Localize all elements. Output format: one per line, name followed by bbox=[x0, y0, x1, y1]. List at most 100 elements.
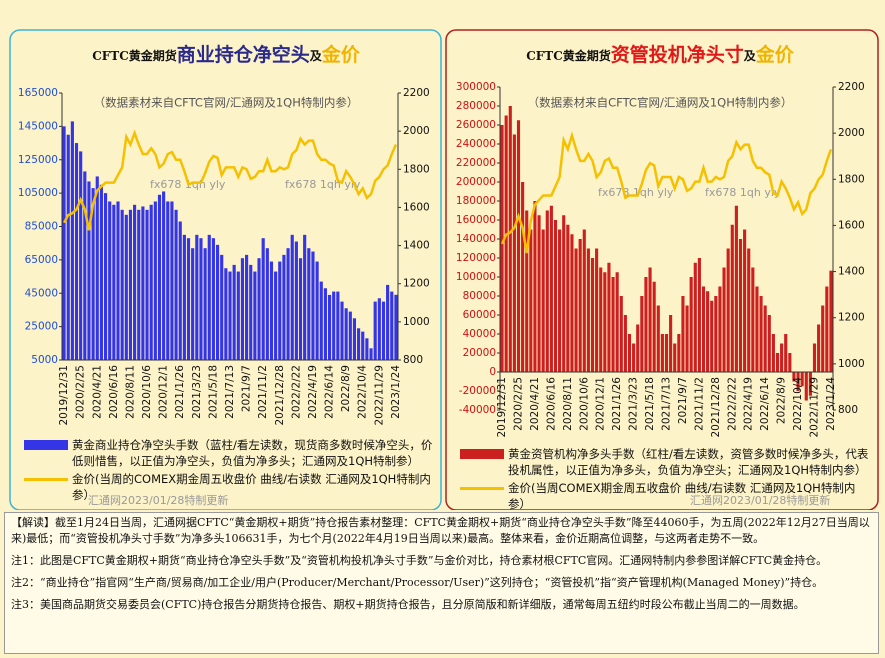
bar bbox=[706, 291, 710, 372]
bar bbox=[253, 271, 257, 360]
bar bbox=[504, 115, 508, 372]
y2-tick-label: 1600 bbox=[403, 201, 430, 213]
bar bbox=[120, 209, 124, 360]
y-tick-label: 120000 bbox=[456, 252, 496, 264]
x-tick-label: 2021/11/2 bbox=[693, 377, 705, 431]
bar bbox=[265, 248, 269, 360]
y-tick-label: 180000 bbox=[456, 195, 496, 207]
bar bbox=[298, 258, 303, 360]
bar bbox=[83, 171, 87, 360]
x-tick-label: 2020/2/25 bbox=[513, 377, 525, 431]
x-tick-label: 2022/6/14 bbox=[324, 365, 336, 419]
x-tick-label: 2023/1/24 bbox=[825, 377, 837, 431]
note: 注1：此图是CFTC黄金期权+期货“商业持仓净空头手数”及“资管机构投机净头寸手… bbox=[11, 554, 828, 567]
bar bbox=[590, 258, 595, 372]
x-tick-label: 2020/6/16 bbox=[545, 377, 557, 431]
bar bbox=[303, 234, 307, 360]
y2-tick-label: 1000 bbox=[838, 358, 865, 370]
bar bbox=[771, 334, 775, 372]
y2-tick-label: 2000 bbox=[838, 127, 865, 139]
bar bbox=[648, 267, 652, 372]
x-tick-label: 2020/12/1 bbox=[158, 365, 170, 419]
bar bbox=[644, 277, 648, 372]
bar bbox=[79, 151, 83, 360]
footer: 汇通网2023/01/28特制更新 bbox=[88, 493, 228, 507]
x-tick-label: 2022/2/22 bbox=[726, 377, 738, 431]
bar bbox=[220, 254, 224, 360]
bar bbox=[340, 301, 344, 360]
bar bbox=[775, 353, 780, 372]
y2-tick-label: 1200 bbox=[403, 278, 430, 290]
title-part: 金价 bbox=[755, 43, 795, 66]
x-tick-label: 2021/1/26 bbox=[611, 377, 623, 431]
legend-label: 黄金商业持仓净空头手数（蓝柱/看左读数，现货商多数时候净空头，价低则惜售，以正值… bbox=[72, 438, 433, 468]
bar bbox=[607, 262, 611, 372]
bar bbox=[718, 286, 722, 372]
bar bbox=[377, 298, 381, 360]
x-tick-label: 2020/8/11 bbox=[124, 365, 136, 419]
y-tick-label: -40000 bbox=[459, 404, 496, 416]
bar bbox=[529, 229, 533, 372]
bar bbox=[186, 238, 191, 360]
bar bbox=[541, 229, 545, 372]
bar bbox=[323, 288, 327, 360]
bar bbox=[103, 193, 108, 360]
y-tick-label: 105000 bbox=[18, 187, 58, 199]
bar bbox=[677, 334, 681, 372]
bar bbox=[319, 281, 323, 360]
bar bbox=[714, 296, 718, 372]
bar bbox=[290, 234, 294, 360]
y2-tick-label: 2200 bbox=[838, 81, 865, 93]
x-tick-label: 2021/3/23 bbox=[191, 365, 203, 419]
bar bbox=[796, 372, 800, 391]
y-tick-label: 25000 bbox=[25, 321, 58, 333]
y2-tick-label: 800 bbox=[838, 404, 858, 416]
bar bbox=[570, 234, 574, 372]
subtitle: （数据素材来自CFTC官网/汇通网及1QH特制内参） bbox=[528, 96, 793, 110]
title-part: 金价 bbox=[321, 43, 361, 66]
x-tick-label: 2021/7/13 bbox=[661, 377, 673, 431]
bar bbox=[249, 264, 253, 360]
x-tick-label: 2022/10/4 bbox=[792, 377, 804, 431]
bar bbox=[294, 241, 298, 360]
x-tick-label: 2020/10/6 bbox=[578, 377, 590, 431]
bar bbox=[207, 234, 211, 360]
bar bbox=[632, 343, 636, 372]
x-tick-label: 2020/2/25 bbox=[75, 365, 87, 419]
bar bbox=[652, 281, 656, 372]
bar bbox=[336, 291, 340, 360]
x-tick-label: 2022/8/9 bbox=[776, 377, 788, 424]
y2-tick-label: 1200 bbox=[838, 312, 865, 324]
bar bbox=[726, 248, 730, 372]
y2-tick-label: 1600 bbox=[838, 219, 865, 231]
bar bbox=[582, 229, 586, 372]
x-tick-label: 2021/3/23 bbox=[628, 377, 640, 431]
chart-title: CFTC黄金期货资管投机净头寸及金价 bbox=[526, 43, 795, 66]
watermark: fx678 1qh yly bbox=[285, 178, 361, 191]
bar bbox=[128, 209, 133, 360]
bar bbox=[274, 271, 278, 360]
bar bbox=[755, 286, 759, 372]
bar bbox=[108, 201, 112, 360]
y-tick-label: 200000 bbox=[456, 176, 496, 188]
legend-label: 金价(当周的COMEX期金周五收盘价 曲线/右读数 汇通网及1QH特制内参） bbox=[72, 472, 431, 502]
bar bbox=[170, 201, 174, 360]
bar bbox=[327, 294, 332, 360]
bar bbox=[747, 248, 751, 372]
bar bbox=[315, 261, 319, 360]
bar bbox=[615, 272, 619, 372]
bar bbox=[145, 209, 149, 360]
y-tick-label: 160000 bbox=[456, 214, 496, 226]
bar bbox=[808, 372, 812, 396]
bar bbox=[574, 248, 578, 372]
bar bbox=[174, 209, 178, 360]
y-tick-label: 140000 bbox=[456, 233, 496, 245]
title-part: 及 bbox=[744, 49, 757, 63]
bar bbox=[211, 238, 215, 360]
x-tick-label: 2020/12/1 bbox=[595, 377, 607, 431]
bar bbox=[512, 134, 516, 372]
legend-swatch bbox=[460, 487, 504, 490]
bar bbox=[278, 261, 282, 360]
bar bbox=[369, 348, 373, 360]
bar bbox=[91, 188, 95, 360]
